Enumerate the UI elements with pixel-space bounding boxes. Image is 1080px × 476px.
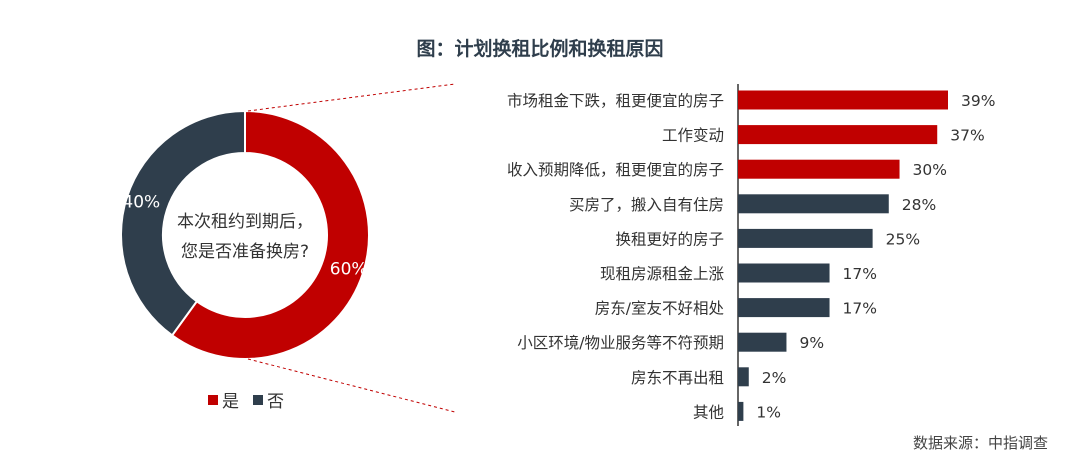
legend-label-no: 否 bbox=[267, 392, 284, 412]
bar-category-label: 房东不再出租 bbox=[631, 369, 724, 387]
bar bbox=[738, 263, 830, 283]
bar bbox=[738, 125, 938, 145]
bar-value-label: 17% bbox=[843, 300, 877, 318]
bar-chart: 市场租金下跌，租更便宜的房子 39% 工作变动 37% 收入预期降低，租更便宜的房子 30… bbox=[507, 84, 995, 426]
bar bbox=[738, 401, 744, 421]
bar-value-label: 30% bbox=[913, 161, 947, 179]
legend-swatch-yes bbox=[208, 394, 218, 405]
bar bbox=[738, 90, 948, 110]
bar bbox=[738, 159, 900, 179]
donut-center-text-line: 本次租约到期后， bbox=[177, 212, 313, 232]
connector-lines bbox=[247, 83, 456, 413]
connector-line-top bbox=[247, 83, 456, 112]
bar-category-label: 市场租金下跌，租更便宜的房子 bbox=[507, 92, 724, 110]
bar-category-label: 其他 bbox=[693, 403, 724, 421]
bar bbox=[738, 367, 749, 387]
legend-label-yes: 是 bbox=[222, 392, 239, 412]
bar-value-label: 28% bbox=[902, 196, 936, 214]
bar-value-label: 25% bbox=[886, 230, 920, 248]
bar-category-label: 收入预期降低，租更便宜的房子 bbox=[507, 161, 724, 179]
donut-center-text-line: 您是否准备换房? bbox=[181, 242, 309, 262]
donut-chart: 60% 40% 本次租约到期后， 您是否准备换房? bbox=[120, 109, 370, 360]
bar bbox=[738, 298, 830, 318]
donut-slice-yes bbox=[170, 109, 370, 360]
donut-label-yes: 60% bbox=[330, 260, 368, 280]
bar-category-label: 买房了，搬入自有住房 bbox=[569, 196, 724, 214]
legend-swatch-no bbox=[253, 394, 263, 405]
bar bbox=[738, 228, 873, 248]
bar bbox=[738, 194, 889, 214]
legend-item-no: 否 bbox=[253, 387, 284, 412]
bar-value-label: 9% bbox=[799, 334, 824, 352]
bar bbox=[738, 332, 787, 352]
donut-label-no: 40% bbox=[122, 192, 160, 212]
legend-item-yes: 是 bbox=[208, 387, 239, 412]
bar-category-label: 小区环境/物业服务等不符预期 bbox=[517, 333, 724, 352]
bar-value-label: 2% bbox=[762, 369, 787, 387]
bar-value-label: 39% bbox=[961, 92, 995, 110]
data-source: 数据来源：中指调查 bbox=[912, 434, 1048, 452]
bar-category-label: 房东/室友不好相处 bbox=[595, 300, 724, 318]
bar-category-label: 现租房源租金上涨 bbox=[600, 265, 725, 283]
bar-value-label: 1% bbox=[756, 403, 781, 421]
bar-value-label: 17% bbox=[843, 265, 877, 283]
donut-legend: 是 否 bbox=[208, 387, 292, 412]
donut-slice-no bbox=[120, 109, 246, 337]
bar-category-label: 换租更好的房子 bbox=[615, 230, 724, 248]
chart-title: 图：计划换租比例和换租原因 bbox=[416, 38, 664, 60]
bar-value-label: 37% bbox=[950, 127, 984, 145]
bar-category-label: 工作变动 bbox=[662, 127, 724, 145]
